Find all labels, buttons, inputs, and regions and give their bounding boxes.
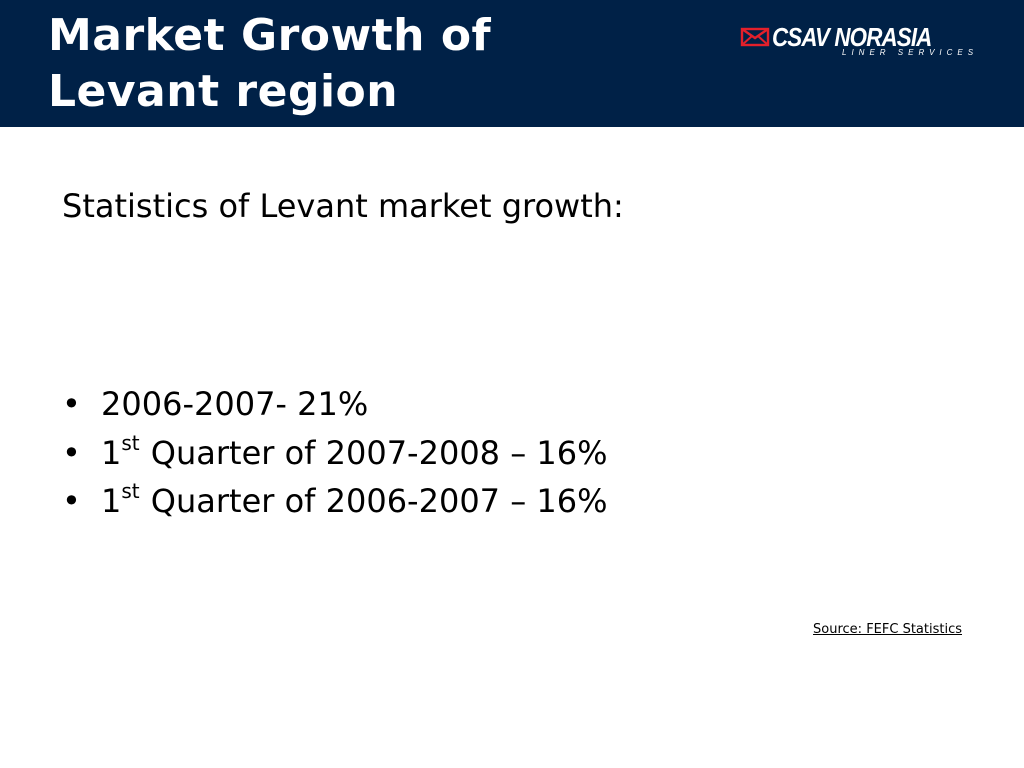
stats-item: • 2006-2007- 21% xyxy=(62,380,608,429)
logo-tagline: LINER SERVICES xyxy=(842,48,979,57)
slide-title-line-1: Market Growth of xyxy=(48,10,492,61)
stats-list: • 2006-2007- 21% • 1st Quarter of 2007-200… xyxy=(62,380,608,526)
stats-item: • 1st Quarter of 2006-2007 – 16% xyxy=(62,477,608,526)
stats-item: • 1st Quarter of 2007-2008 – 16% xyxy=(62,429,608,478)
header-bar: Market Growth of Levant region CSAV NORA… xyxy=(0,0,1024,127)
bullet-icon: • xyxy=(62,433,81,472)
stats-item-ordinal-suffix: st xyxy=(121,479,140,503)
envelope-icon xyxy=(740,27,770,47)
stats-item-text: Quarter of 2007-2008 – 16% xyxy=(140,433,608,472)
logo-name: CSAV NORASIA xyxy=(772,22,932,52)
stats-item-ordinal-suffix: st xyxy=(121,430,140,455)
stats-item-text: 2006-2007- 21% xyxy=(101,385,369,423)
stats-item-ordinal: 1 xyxy=(101,433,122,472)
bullet-icon: • xyxy=(62,482,81,520)
company-logo: CSAV NORASIA LINER SERVICES xyxy=(740,22,973,62)
intro-text: Statistics of Levant market growth: xyxy=(62,187,624,225)
stats-item-text: Quarter of 2006-2007 – 16% xyxy=(140,482,608,520)
source-link[interactable]: Source: FEFC Statistics xyxy=(813,622,962,637)
stats-item-ordinal: 1 xyxy=(101,482,122,520)
bullet-icon: • xyxy=(62,385,81,423)
slide-title-line-2: Levant region xyxy=(48,66,399,117)
slide-title: Market Growth of Levant region xyxy=(48,8,491,120)
